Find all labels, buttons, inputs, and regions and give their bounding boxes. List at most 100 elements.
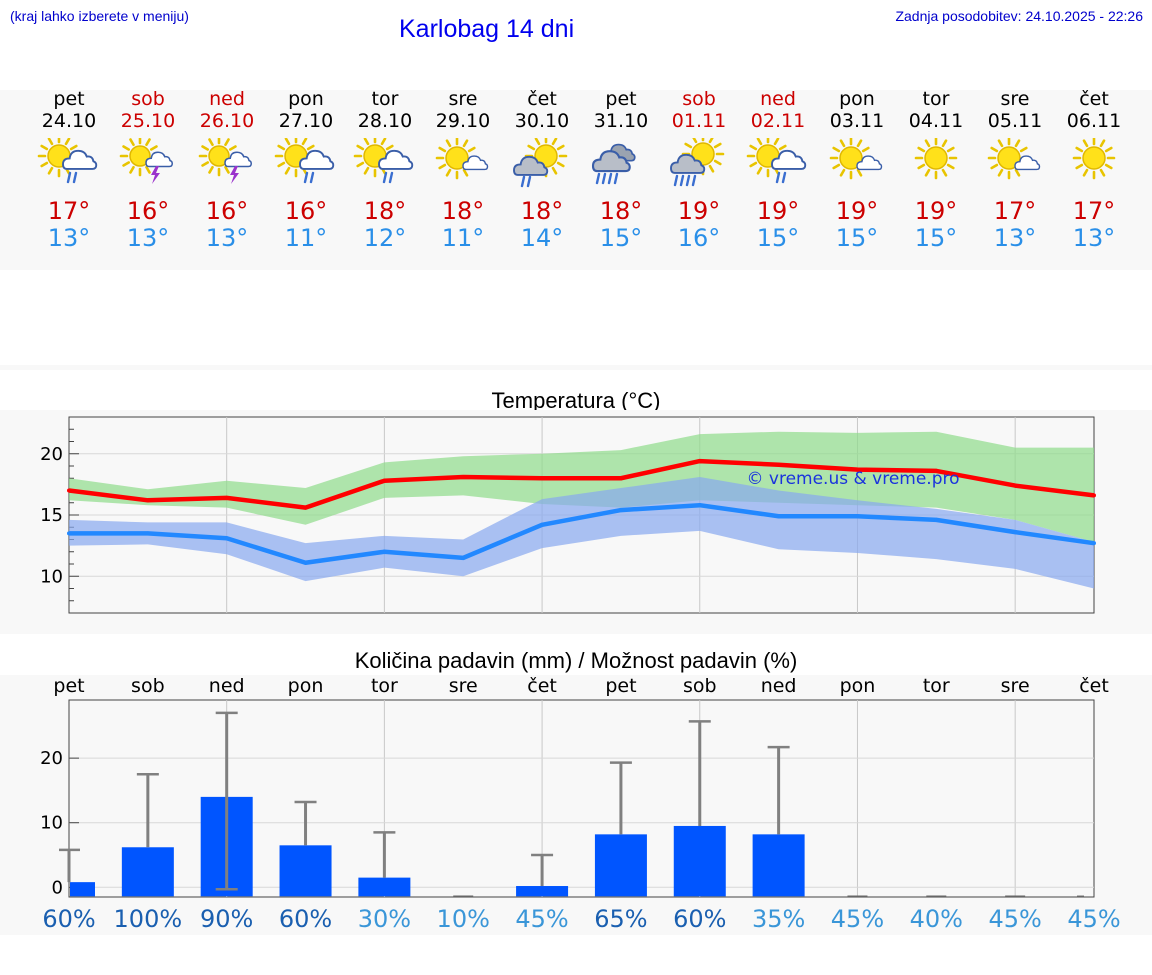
sun-disc bbox=[1082, 146, 1106, 170]
lightning-bolt bbox=[230, 166, 239, 184]
max-temp: 18° bbox=[520, 197, 564, 225]
sun-ray bbox=[924, 139, 931, 148]
day-date: 27.10 bbox=[278, 110, 334, 132]
rain-drop bbox=[601, 172, 607, 185]
max-temp: 16° bbox=[205, 197, 249, 225]
max-temp: 19° bbox=[835, 197, 879, 225]
day-date: 30.10 bbox=[514, 110, 570, 132]
sun-ray bbox=[1075, 163, 1084, 170]
max-temp: 19° bbox=[677, 197, 721, 225]
sun-ray bbox=[1014, 139, 1021, 148]
lightning-bolt bbox=[151, 166, 160, 184]
cloud-outline bbox=[771, 149, 807, 170]
sun-ray bbox=[224, 165, 230, 174]
rain-drop bbox=[72, 171, 78, 184]
forecast-strip-background bbox=[0, 90, 1152, 270]
sun-grey-cloud-rain-icon bbox=[513, 138, 568, 188]
precipitation-probability: 100% bbox=[114, 905, 183, 933]
day-date: 03.11 bbox=[829, 110, 885, 132]
rain-drop bbox=[382, 171, 388, 184]
y-tick-label: 15 bbox=[40, 505, 63, 526]
cloud-outline bbox=[378, 149, 414, 170]
sun-ray bbox=[129, 138, 135, 147]
day-card: pon 03.11 19° 15° bbox=[817, 88, 897, 252]
precipitation-probability: 65% bbox=[594, 905, 647, 933]
max-temp: 17° bbox=[47, 197, 91, 225]
day-date: 02.11 bbox=[750, 110, 806, 132]
day-name: pet bbox=[53, 88, 85, 110]
cloud-shape bbox=[591, 150, 631, 173]
sun-ray bbox=[556, 144, 565, 151]
cloud-shape bbox=[299, 149, 335, 170]
cloud-outline bbox=[462, 155, 489, 171]
sun-ray bbox=[445, 168, 452, 177]
x-day-label: ned bbox=[761, 675, 797, 697]
day-name: pet bbox=[605, 88, 637, 110]
sun-ray bbox=[145, 165, 151, 174]
rain-drop bbox=[673, 174, 679, 187]
precipitation-probability: 60% bbox=[279, 905, 332, 933]
cloud-outline bbox=[62, 149, 98, 170]
error-bar bbox=[136, 773, 159, 848]
error-bar bbox=[609, 761, 632, 835]
min-temp: 15° bbox=[599, 224, 643, 252]
max-point bbox=[697, 459, 702, 464]
max-range-band bbox=[69, 431, 1094, 542]
sun-ray bbox=[946, 146, 955, 153]
day-name: ned bbox=[209, 88, 245, 110]
min-temp: 16° bbox=[677, 224, 721, 252]
error-bar bbox=[59, 848, 80, 883]
day-card: sob 25.10 16° 13° bbox=[108, 88, 188, 252]
max-point bbox=[776, 462, 781, 467]
max-temp: 17° bbox=[993, 197, 1037, 225]
precipitation-bar bbox=[121, 847, 174, 897]
rain-drop bbox=[303, 171, 309, 184]
sun-ray bbox=[363, 138, 370, 146]
sun-ray bbox=[1099, 168, 1106, 177]
sun-ray bbox=[462, 139, 469, 148]
max-temp: 16° bbox=[126, 197, 170, 225]
precipitation-probability: 45% bbox=[831, 905, 884, 933]
sun-ray bbox=[1014, 168, 1021, 177]
day-date: 26.10 bbox=[199, 110, 255, 132]
temperature-chart: 10 15 20 © vreme.us & vreme.pro bbox=[40, 416, 1096, 614]
day-card: čet 06.11 17° 13° bbox=[1054, 88, 1134, 252]
sun-ray bbox=[64, 138, 71, 146]
x-day-label: pet bbox=[605, 675, 636, 697]
x-day-label: sre bbox=[1001, 675, 1030, 697]
sun-small-cloud-icon bbox=[829, 138, 883, 180]
max-point bbox=[540, 476, 545, 481]
min-point bbox=[934, 517, 939, 522]
max-point bbox=[224, 495, 229, 500]
day-date: 31.10 bbox=[593, 110, 649, 132]
rain-drops bbox=[382, 171, 394, 184]
min-point bbox=[855, 514, 860, 519]
rain-drops bbox=[66, 171, 78, 184]
max-point bbox=[1013, 483, 1018, 488]
sun-ray bbox=[684, 142, 693, 149]
x-day-label: ned bbox=[209, 675, 245, 697]
y-tick-label: 20 bbox=[40, 748, 63, 769]
min-point bbox=[618, 508, 623, 513]
day-card: pet 31.10 18° 15° bbox=[581, 88, 661, 252]
sun-ray bbox=[749, 161, 758, 168]
max-temp: 19° bbox=[914, 197, 958, 225]
x-day-label: pon bbox=[840, 675, 876, 697]
max-point bbox=[934, 468, 939, 473]
precipitation-probability: 30% bbox=[358, 905, 411, 933]
sun-ray bbox=[534, 138, 541, 146]
cloud-outline bbox=[145, 151, 174, 168]
x-day-label: tor bbox=[371, 675, 398, 697]
precipitation-chart: 0 10 20 pet sob ned pon tor sre čet pet sob ned pon to… bbox=[40, 675, 1121, 933]
max-temp: 17° bbox=[1072, 197, 1116, 225]
min-temp: 11° bbox=[441, 224, 485, 252]
sun-ray bbox=[924, 168, 931, 177]
day-card: tor 28.10 18° 12° bbox=[345, 88, 425, 252]
x-day-label: sob bbox=[683, 675, 717, 697]
max-point bbox=[67, 488, 71, 493]
last-updated: Zadnja posodobitev: 24.10.2025 - 22:26 bbox=[895, 8, 1143, 24]
sun-ray bbox=[749, 144, 758, 151]
sun-ray bbox=[1082, 168, 1089, 177]
sun-ray bbox=[708, 138, 714, 144]
sun-ray bbox=[149, 145, 158, 151]
